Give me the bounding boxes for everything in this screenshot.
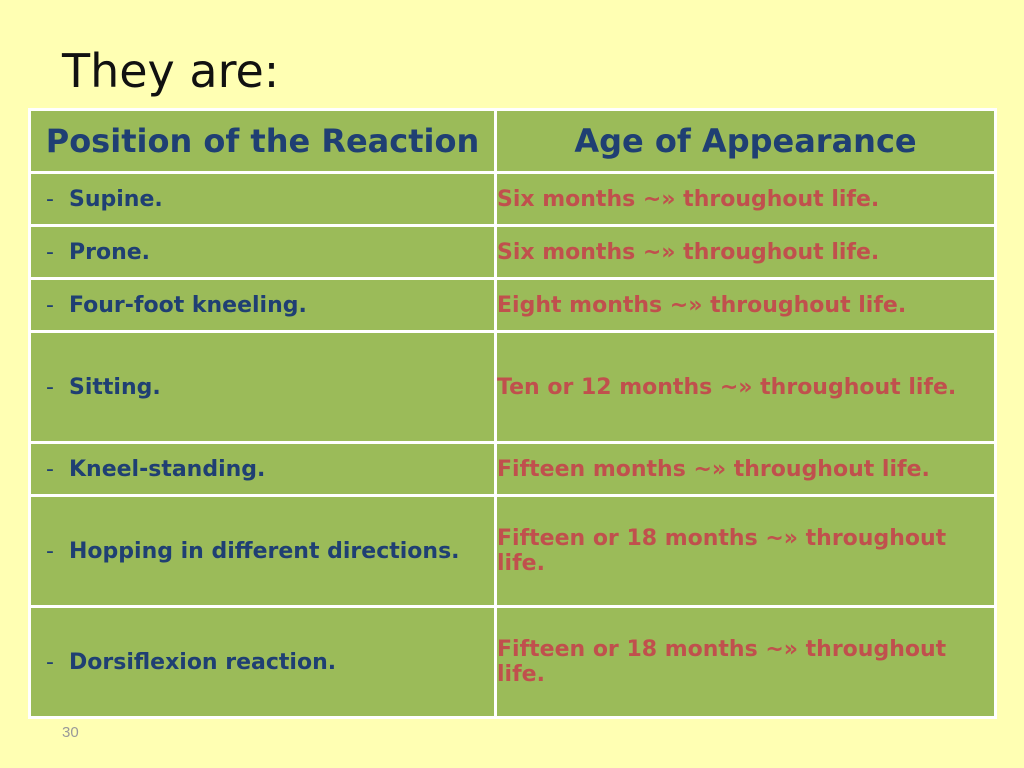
bullet-dash: -: [46, 374, 54, 400]
bullet-dash: -: [46, 186, 54, 212]
position-cell: - Prone.: [28, 224, 497, 280]
age-cell: Fifteen months ~» throughout life.: [494, 441, 997, 497]
position-text: Hopping in different directions.: [69, 538, 460, 564]
bullet-dash: -: [46, 292, 54, 318]
page-number: 30: [62, 724, 79, 741]
age-cell: Fifteen or 18 months ~» throughout life.: [494, 605, 997, 719]
age-cell: Eight months ~» throughout life.: [494, 277, 997, 333]
header-age: Age of Appearance: [494, 108, 997, 174]
reactions-table: Position of the Reaction Age of Appearan…: [28, 108, 997, 719]
table-header-row: Position of the Reaction Age of Appearan…: [28, 108, 997, 174]
position-text: Sitting.: [69, 374, 161, 400]
bullet-dash: -: [46, 538, 54, 564]
position-cell: - Kneel-standing.: [28, 441, 497, 497]
position-text: Prone.: [69, 239, 151, 265]
position-cell: - Sitting.: [28, 330, 497, 444]
age-cell: Ten or 12 months ~» throughout life.: [494, 330, 997, 444]
position-cell: - Dorsiflexion reaction.: [28, 605, 497, 719]
position-cell: - Supine.: [28, 171, 497, 227]
position-cell: - Hopping in different directions.: [28, 494, 497, 608]
bullet-dash: -: [46, 239, 54, 265]
age-cell: Six months ~» throughout life.: [494, 171, 997, 227]
table-row: - Supine. Six months ~» throughout life.: [28, 171, 997, 227]
table-row: - Hopping in different directions. Fiftee…: [28, 494, 997, 608]
table-row: - Four-foot kneeling. Eight months ~» thr…: [28, 277, 997, 333]
table-row: - Kneel-standing. Fifteen months ~» throu…: [28, 441, 997, 497]
position-text: Supine.: [69, 186, 163, 212]
header-position: Position of the Reaction: [28, 108, 497, 174]
age-cell: Fifteen or 18 months ~» throughout life.: [494, 494, 997, 608]
bullet-dash: -: [46, 649, 54, 675]
position-cell: - Four-foot kneeling.: [28, 277, 497, 333]
slide-title: They are:: [62, 44, 280, 98]
position-text: Four-foot kneeling.: [69, 292, 307, 318]
table-row: - Sitting. Ten or 12 months ~» throughout…: [28, 330, 997, 444]
position-text: Kneel-standing.: [69, 456, 266, 482]
table-row: - Prone. Six months ~» throughout life.: [28, 224, 997, 280]
table-row: - Dorsiflexion reaction. Fifteen or 18 mo…: [28, 605, 997, 719]
age-cell: Six months ~» throughout life.: [494, 224, 997, 280]
position-text: Dorsiflexion reaction.: [69, 649, 337, 675]
bullet-dash: -: [46, 456, 54, 482]
